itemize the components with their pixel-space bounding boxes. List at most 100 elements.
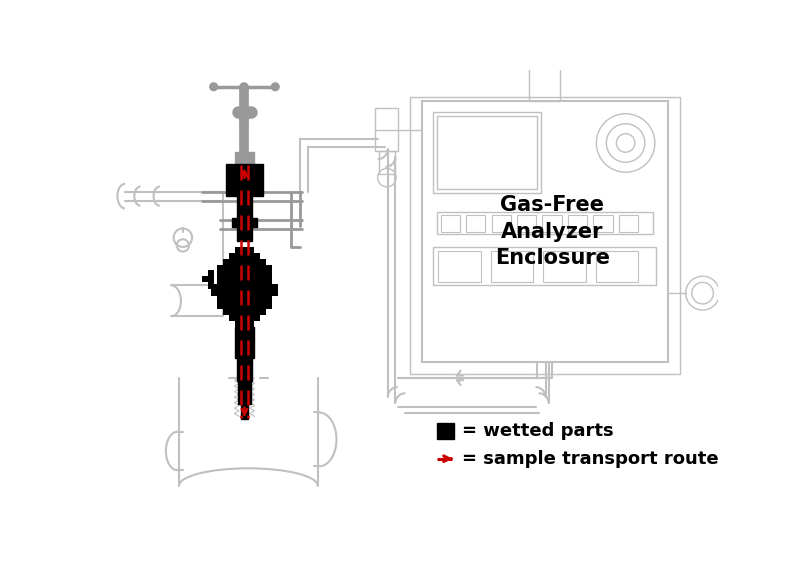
Bar (242, 308, 247, 315)
Bar (254, 308, 260, 315)
Bar (254, 290, 260, 296)
Bar (266, 272, 272, 278)
Bar (260, 284, 266, 290)
Bar (568, 215, 587, 232)
Bar (242, 290, 247, 296)
Bar (433, 112, 541, 193)
Bar (223, 303, 229, 308)
Bar (237, 358, 252, 381)
Bar (517, 215, 536, 232)
Circle shape (210, 83, 218, 91)
Bar (223, 284, 229, 290)
Bar (229, 308, 235, 315)
Bar (210, 284, 217, 290)
Bar (242, 247, 247, 253)
Bar (595, 251, 638, 282)
Bar (242, 278, 247, 284)
Bar (247, 247, 254, 253)
Bar (260, 290, 266, 296)
Bar (618, 215, 638, 232)
Bar (247, 272, 254, 278)
Bar (260, 278, 266, 284)
Bar (247, 290, 254, 296)
Bar (260, 272, 266, 278)
Bar (422, 101, 668, 363)
Bar (542, 215, 562, 232)
Bar (237, 227, 252, 241)
Bar (232, 218, 257, 227)
Bar (437, 423, 454, 439)
Text: = sample transport route: = sample transport route (462, 450, 719, 468)
Bar (223, 296, 229, 303)
Bar (260, 259, 266, 265)
Bar (235, 327, 254, 358)
Bar (266, 265, 272, 272)
Bar (254, 278, 260, 284)
Bar (235, 308, 242, 315)
Bar (266, 290, 272, 296)
Bar (229, 296, 235, 303)
Bar (223, 265, 229, 272)
Bar (266, 278, 272, 284)
Bar (266, 284, 272, 290)
Bar (266, 296, 272, 303)
Bar (235, 259, 242, 265)
Bar (229, 315, 235, 321)
Bar (247, 296, 254, 303)
Bar (235, 272, 242, 278)
Bar (237, 196, 252, 218)
Bar (217, 272, 223, 278)
Bar (410, 97, 679, 374)
Bar (242, 259, 247, 265)
Bar (543, 251, 586, 282)
Bar (254, 253, 260, 259)
Bar (247, 265, 254, 272)
Bar (260, 303, 266, 308)
Bar (247, 308, 254, 315)
Bar (229, 259, 235, 265)
Bar (530, 66, 560, 101)
Bar (492, 215, 511, 232)
Bar (217, 265, 223, 272)
Bar (223, 278, 229, 284)
Bar (235, 321, 242, 327)
Bar (491, 251, 534, 282)
Bar (235, 278, 242, 284)
Bar (266, 303, 272, 308)
Bar (217, 303, 223, 308)
Bar (229, 265, 235, 272)
Bar (441, 215, 460, 232)
Bar (226, 164, 263, 196)
Bar (247, 259, 254, 265)
Bar (223, 272, 229, 278)
Bar (229, 284, 235, 290)
Bar (235, 315, 242, 321)
Text: = wetted parts: = wetted parts (462, 422, 614, 440)
Text: Gas-Free
Analyzer
Enclosure: Gas-Free Analyzer Enclosure (495, 195, 610, 268)
Bar (254, 272, 260, 278)
Bar (242, 284, 247, 290)
Bar (242, 265, 247, 272)
Bar (235, 253, 242, 259)
Bar (254, 259, 260, 265)
Bar (535, 56, 554, 68)
Bar (272, 290, 278, 296)
Bar (438, 251, 481, 282)
Bar (466, 215, 486, 232)
Bar (247, 253, 254, 259)
Bar (247, 284, 254, 290)
Bar (242, 321, 247, 327)
Bar (247, 278, 254, 284)
Bar (235, 296, 242, 303)
Bar (235, 290, 242, 296)
Circle shape (271, 83, 279, 91)
Bar (254, 303, 260, 308)
Bar (229, 278, 235, 284)
Bar (242, 303, 247, 308)
Bar (217, 278, 223, 284)
Bar (235, 265, 242, 272)
Bar (242, 315, 247, 321)
Bar (247, 321, 254, 327)
Bar (229, 253, 235, 259)
Bar (247, 303, 254, 308)
